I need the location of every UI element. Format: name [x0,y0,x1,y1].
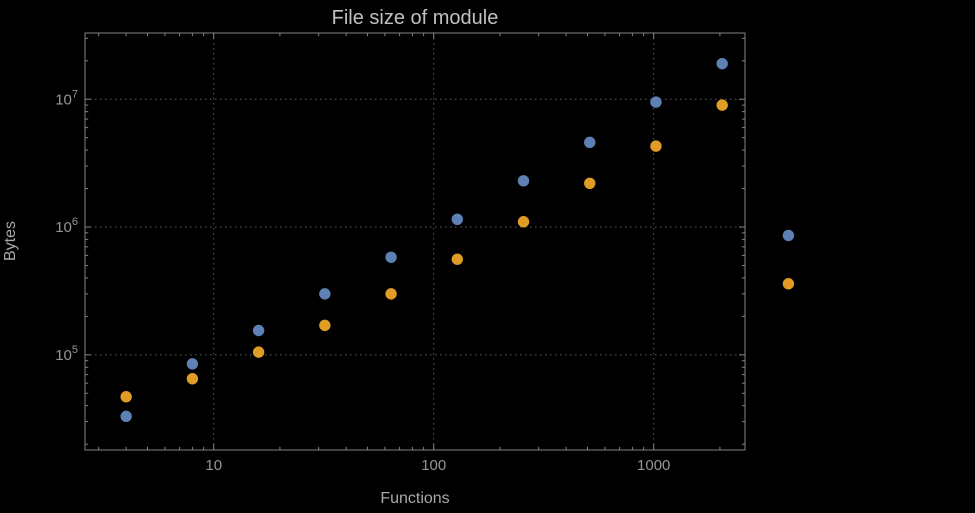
data-point-series-2-orange [385,288,397,300]
data-point-series-2-orange [650,140,662,152]
x-tick-label: 10 [205,457,222,474]
data-point-series-1-blue [120,410,132,423]
y-tick-label: 107 [55,88,78,108]
data-point-series-1-blue [782,229,795,242]
data-point-series-1-blue [385,251,397,263]
data-point-series-2-orange [120,391,132,403]
data-point-series-2-orange [252,346,265,358]
data-point-series-2-orange [186,373,199,385]
chart-title: File size of module [332,7,499,29]
x-tick-label: 1000 [637,457,670,474]
data-point-series-2-orange [782,278,795,290]
data-point-series-2-orange [319,319,331,332]
points-layer [120,57,795,423]
data-point-series-1-blue [650,96,662,108]
plot-frame [84,32,746,451]
data-point-series-2-orange [584,177,596,189]
x-tick-label: 100 [421,457,446,474]
frame-layer [84,32,746,451]
y-axis-label: Bytes [2,221,19,261]
x-axis-label: Functions [380,490,449,507]
tick-labels-layer: 10 100 1000 105 106 107 [55,88,670,474]
data-point-series-1-blue [716,57,728,70]
y-tick-label: 106 [55,216,78,236]
data-point-series-1-blue [319,288,331,300]
data-point-series-1-blue [252,324,265,337]
data-point-series-1-blue [584,136,596,149]
data-point-series-1-blue [517,175,530,187]
data-point-series-1-blue [451,213,463,225]
data-point-series-2-orange [451,253,463,265]
gridlines-layer [85,33,745,450]
y-tick-label: 105 [55,344,78,364]
data-point-series-1-blue [186,358,199,370]
data-point-series-2-orange [517,216,530,228]
ticks-layer [85,33,745,450]
data-point-series-2-orange [716,99,728,111]
